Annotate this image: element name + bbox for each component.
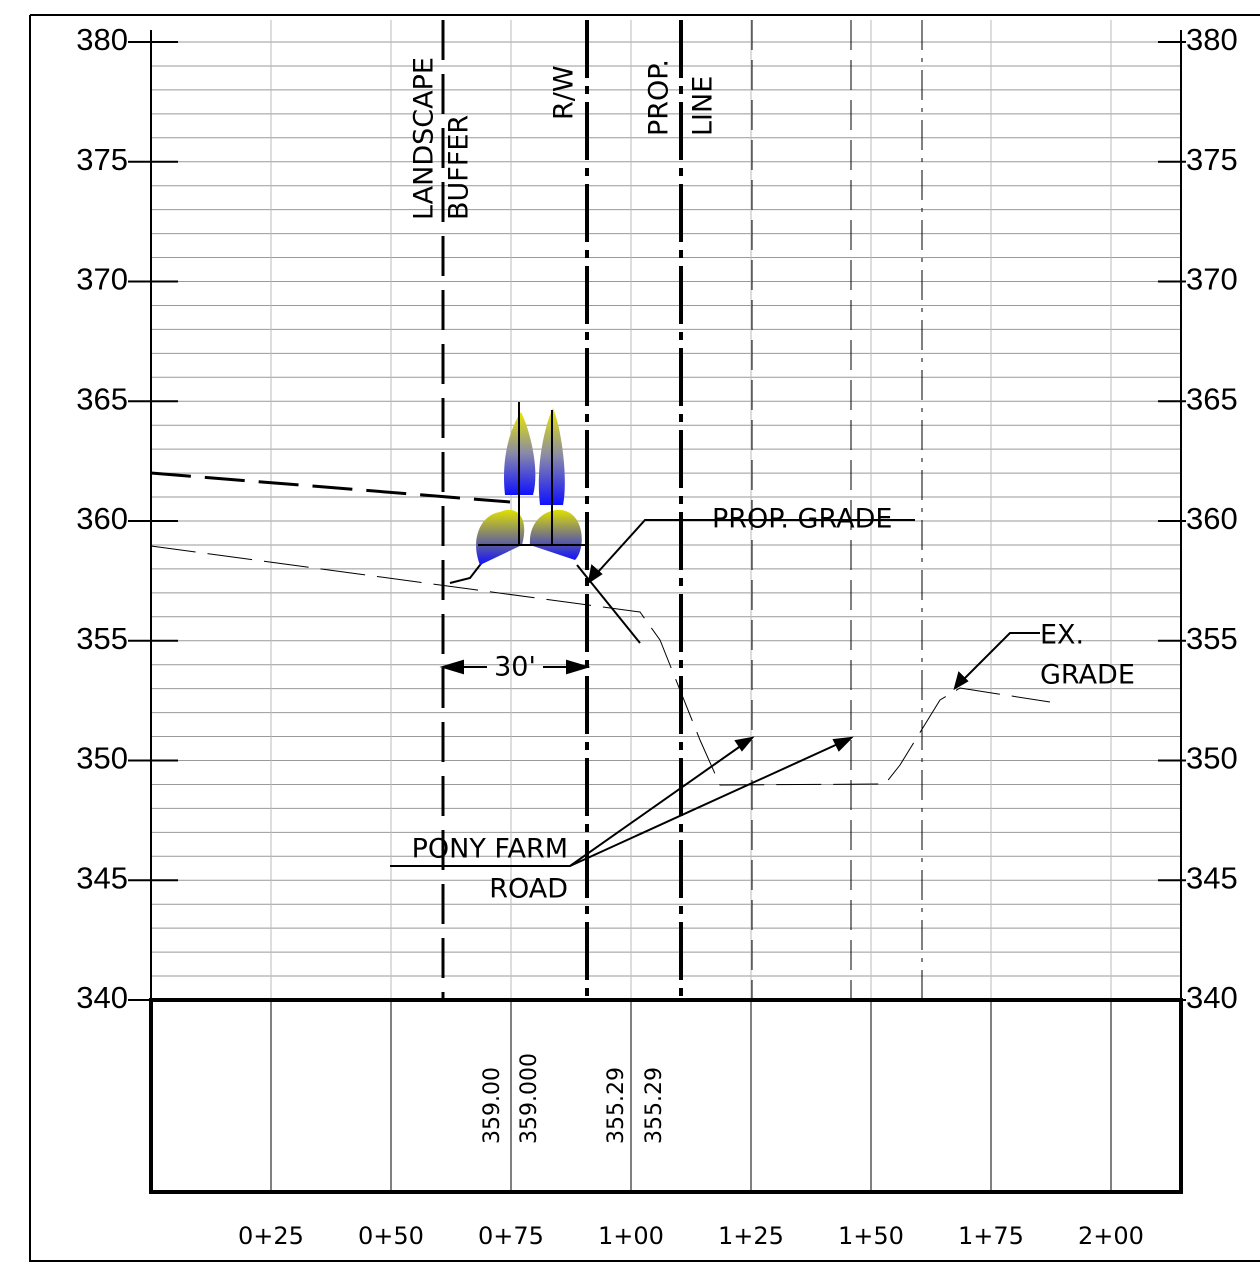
annotation: ROAD xyxy=(489,874,568,905)
annotation: GRADE xyxy=(1040,660,1135,691)
leaders xyxy=(390,519,1040,867)
station-label: 1+00 xyxy=(598,1222,664,1250)
station-label: 0+75 xyxy=(478,1222,544,1250)
station-label: 2+00 xyxy=(1078,1222,1144,1250)
annotation: PROP. GRADE xyxy=(712,504,892,535)
elevation-label: 345 xyxy=(76,860,128,895)
profile-value: 355.29 xyxy=(642,1067,667,1144)
elevation-label: 355 xyxy=(1186,621,1238,656)
annotation: LINE xyxy=(688,76,719,136)
plants xyxy=(476,402,585,565)
elevation-label: 370 xyxy=(1186,262,1238,297)
elevation-label: 345 xyxy=(1186,860,1238,895)
profile-value: 355.29 xyxy=(604,1067,629,1144)
station-label: 0+25 xyxy=(238,1222,304,1250)
profile-value: 359.00 xyxy=(480,1067,505,1144)
elevation-label: 350 xyxy=(1186,741,1238,776)
elevation-label: 370 xyxy=(76,262,128,297)
frame xyxy=(29,14,1260,1262)
dimension: 30' xyxy=(494,652,536,683)
annotation: PONY FARM xyxy=(412,834,568,865)
elevation-label: 365 xyxy=(76,381,128,416)
elevation-label: 340 xyxy=(76,980,128,1015)
elevation-label: 380 xyxy=(76,22,128,57)
elevation-label: 380 xyxy=(1186,22,1238,57)
grid xyxy=(151,20,1181,1001)
elevation-label: 375 xyxy=(1186,142,1238,177)
station-label: 1+75 xyxy=(958,1222,1024,1250)
elevation-label: 360 xyxy=(1186,501,1238,536)
elevation-label: 360 xyxy=(76,501,128,536)
elevation-label: 350 xyxy=(76,741,128,776)
elevation-label: 355 xyxy=(76,621,128,656)
annotation: LANDSCAPE xyxy=(409,57,440,220)
station-label: 0+50 xyxy=(358,1222,424,1250)
profile-value: 359.000 xyxy=(517,1053,542,1144)
annotation: BUFFER xyxy=(444,115,475,220)
elevation-label: 375 xyxy=(76,142,128,177)
annotation: PROP. xyxy=(644,59,675,136)
grade-lines xyxy=(150,471,1051,786)
elevation-label: 365 xyxy=(1186,381,1238,416)
station-label: 1+50 xyxy=(838,1222,904,1250)
annotation: R/W xyxy=(549,65,580,120)
reference-lines xyxy=(441,20,923,1000)
annotation: EX. xyxy=(1040,620,1084,651)
elevation-label: 340 xyxy=(1186,980,1238,1015)
station-label: 1+25 xyxy=(718,1222,784,1250)
